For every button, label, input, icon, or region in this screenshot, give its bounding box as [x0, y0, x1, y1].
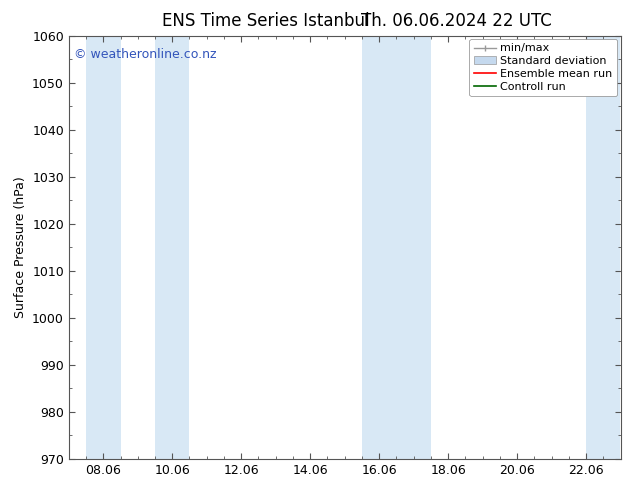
- Y-axis label: Surface Pressure (hPa): Surface Pressure (hPa): [13, 176, 27, 318]
- Text: Th. 06.06.2024 22 UTC: Th. 06.06.2024 22 UTC: [361, 12, 552, 30]
- Bar: [86, 36, 120, 459]
- Text: © weatheronline.co.nz: © weatheronline.co.nz: [74, 49, 217, 61]
- Text: ENS Time Series Istanbul: ENS Time Series Istanbul: [162, 12, 370, 30]
- Bar: [155, 36, 190, 459]
- Bar: [586, 36, 621, 459]
- Bar: [362, 36, 396, 459]
- Bar: [396, 36, 431, 459]
- Legend: min/max, Standard deviation, Ensemble mean run, Controll run: min/max, Standard deviation, Ensemble me…: [469, 39, 617, 96]
